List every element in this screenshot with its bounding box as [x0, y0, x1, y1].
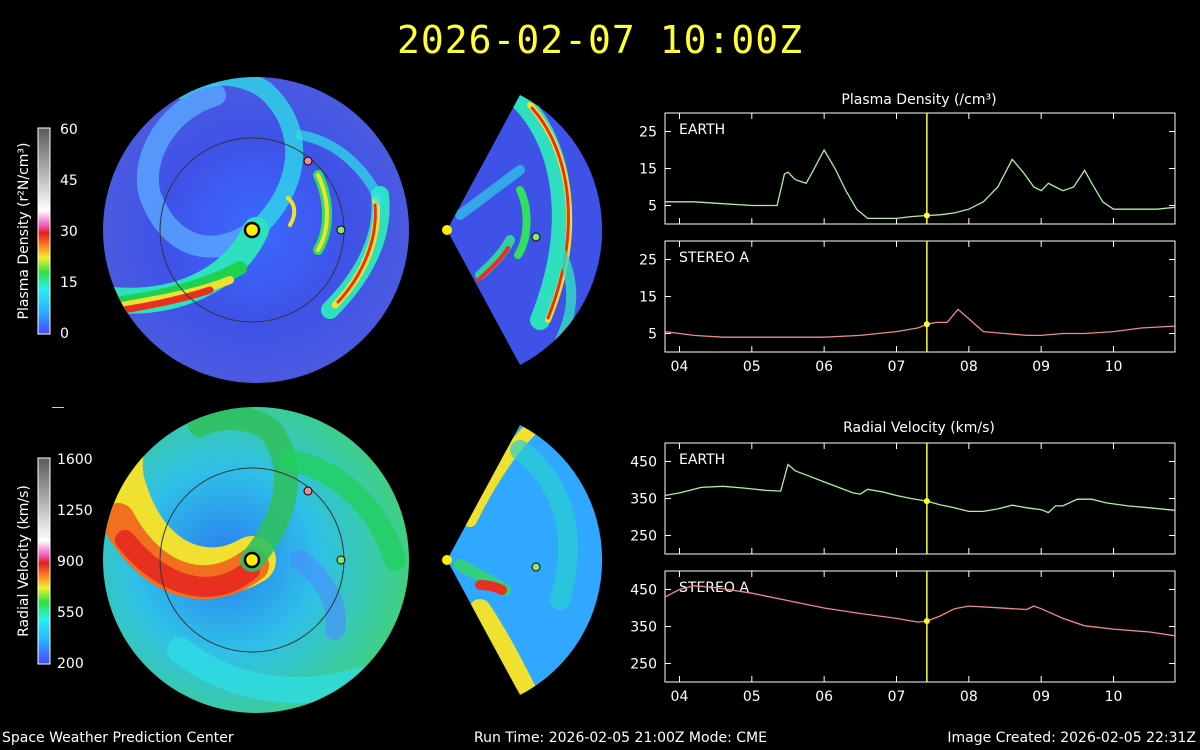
- panel-label: STEREO A: [679, 250, 749, 266]
- x-tick-label: 07: [888, 689, 906, 705]
- current-value-dot: [923, 498, 930, 505]
- series-line: [664, 463, 1176, 514]
- y-tick-label: 250: [630, 657, 657, 673]
- earth-marker: [336, 555, 346, 565]
- x-tick-label: 09: [1032, 689, 1050, 705]
- sun-marker: [442, 555, 452, 565]
- x-tick-label: 04: [671, 689, 689, 705]
- x-tick-label: 10: [1105, 359, 1123, 375]
- density-chart-title: Plasma Density (/cm³): [841, 92, 996, 108]
- x-tick-label: 04: [671, 359, 689, 375]
- x-tick-label: 05: [743, 689, 761, 705]
- velocity-cbar-tick: 1600: [57, 452, 93, 468]
- density-ecliptic-map: [103, 77, 409, 383]
- density-cbar-tick: 15: [60, 275, 78, 291]
- density-cbar-tick: 0: [60, 326, 69, 342]
- x-tick-label: 05: [743, 359, 761, 375]
- density-cbar-tick: 30: [60, 224, 78, 240]
- velocity-cbar-tick: 200: [57, 656, 84, 672]
- y-tick-label: 15: [639, 290, 657, 306]
- x-tick-label: 08: [960, 359, 978, 375]
- x-tick-label: 10: [1105, 689, 1123, 705]
- panel-label: EARTH: [679, 122, 725, 138]
- density-colorbar: Plasma Density (r²N/cm³) 60 45 30 15 0: [16, 122, 78, 342]
- time-series-panels: EARTH 5 15 25 STEREO A 5 15 25 04 05 06 07 08 09 10 EAR…: [630, 112, 1176, 705]
- stereo-a-marker: [303, 486, 313, 496]
- y-tick-label: 450: [630, 455, 657, 471]
- y-tick-label: 250: [630, 529, 657, 545]
- series-line: [664, 585, 1176, 637]
- x-tick-label: 06: [815, 689, 833, 705]
- y-tick-label: 350: [630, 492, 657, 508]
- sun-marker: [243, 221, 261, 239]
- x-tick-label: 09: [1032, 359, 1050, 375]
- velocity-ecliptic-map: [103, 407, 409, 713]
- current-value-dot: [923, 212, 930, 219]
- x-tick-label: 06: [815, 359, 833, 375]
- density-colorbar-label: Plasma Density (r²N/cm³): [16, 143, 32, 320]
- x-tick-label: 08: [960, 689, 978, 705]
- velocity-cbar-tick: 900: [57, 554, 84, 570]
- velocity-cbar-tick: 1250: [57, 503, 93, 519]
- earth-marker: [336, 225, 346, 235]
- current-value-dot: [923, 617, 930, 624]
- x-tick-label: 07: [888, 359, 906, 375]
- density-cbar-tick: 60: [60, 122, 78, 138]
- image-created: Image Created: 2026-02-05 22:31Z: [947, 730, 1196, 746]
- stereo-a-marker: [303, 156, 313, 166]
- plot-frame: [664, 442, 1176, 555]
- velocity-cbar-tick: 550: [57, 605, 84, 621]
- y-tick-label: 25: [639, 125, 657, 141]
- velocity-meridional-map: [442, 425, 603, 695]
- org-credit: Space Weather Prediction Center: [2, 730, 234, 746]
- y-tick-label: 350: [630, 620, 657, 636]
- series-line: [665, 148, 1176, 220]
- plot-frame: [664, 112, 1176, 225]
- y-tick-label: 5: [648, 199, 657, 215]
- velocity-colorbar: Radial Velocity (km/s) 1600 1250 900 550…: [16, 452, 93, 672]
- y-tick-label: 15: [639, 162, 657, 178]
- earth-marker: [531, 232, 541, 242]
- y-tick-label: 25: [639, 253, 657, 269]
- panel-label: EARTH: [679, 452, 725, 468]
- run-info: Run Time: 2026-02-05 21:00Z Mode: CME: [474, 730, 767, 746]
- velocity-colorbar-label: Radial Velocity (km/s): [16, 485, 32, 637]
- earth-marker: [531, 562, 541, 572]
- series-line: [664, 308, 1176, 338]
- density-meridional-map: [442, 95, 603, 365]
- sun-marker: [243, 551, 261, 569]
- y-tick-label: 450: [630, 583, 657, 599]
- density-cbar-tick: 45: [60, 173, 78, 189]
- separator-dash: [52, 407, 64, 408]
- forecast-datetime: 2026-02-07 10:00Z: [397, 18, 803, 62]
- y-tick-label: 5: [648, 327, 657, 343]
- velocity-chart-title: Radial Velocity (km/s): [843, 420, 995, 436]
- current-value-dot: [923, 321, 930, 328]
- sun-marker: [442, 225, 452, 235]
